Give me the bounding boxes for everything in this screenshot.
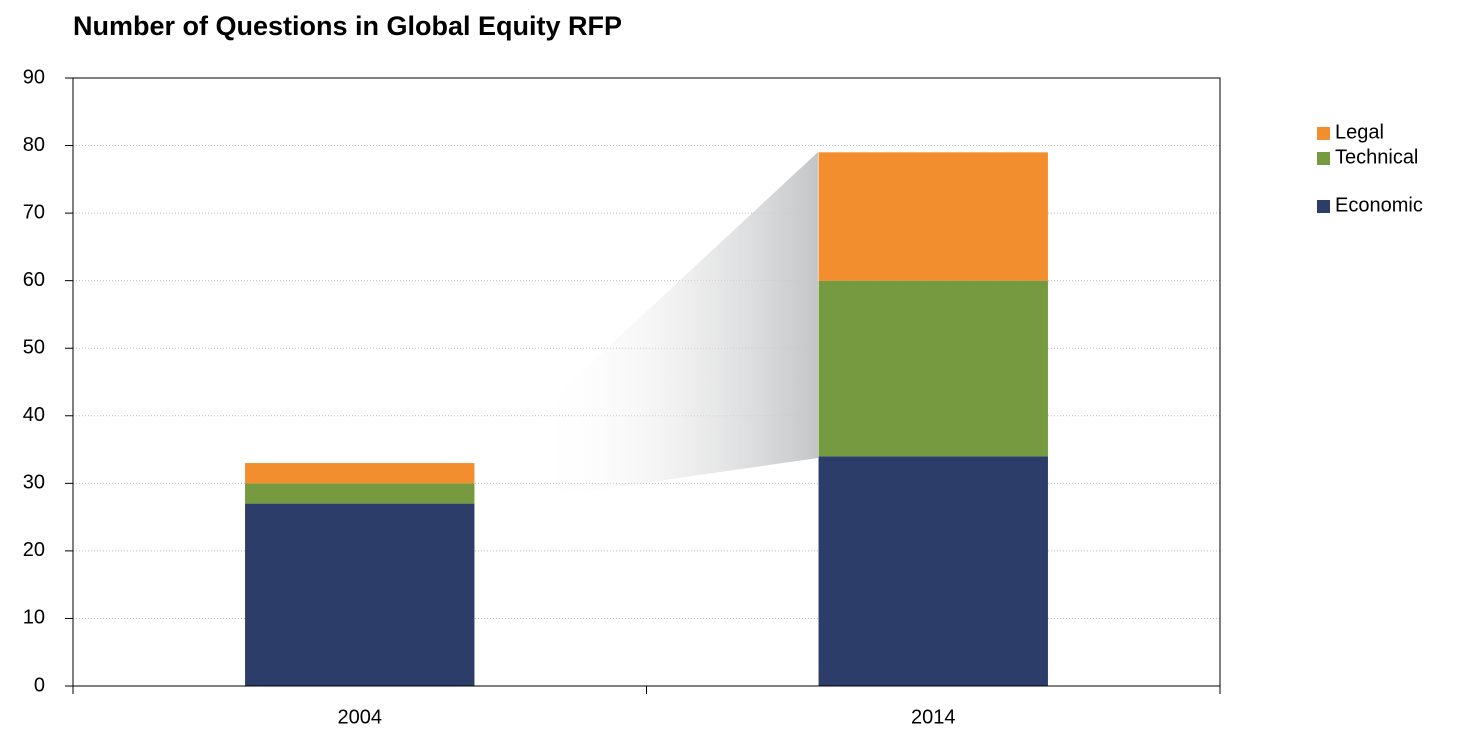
y-tick-label: 0 <box>34 674 45 696</box>
y-tick-label: 60 <box>23 269 45 291</box>
y-tick-label: 90 <box>23 66 45 88</box>
growth-shading <box>535 152 818 495</box>
y-tick-label: 80 <box>23 134 45 156</box>
bar-segment <box>245 483 475 504</box>
bar-segment <box>818 280 1048 457</box>
bar-segment <box>818 456 1048 686</box>
legend-label: Economic <box>1335 194 1423 216</box>
y-tick-label: 50 <box>23 337 45 359</box>
y-tick-label: 20 <box>23 539 45 561</box>
y-tick-label: 40 <box>23 404 45 426</box>
legend-swatch <box>1317 127 1330 140</box>
bars <box>245 152 1048 686</box>
chart-title: Number of Questions in Global Equity RFP <box>73 11 622 41</box>
legend-label: Legal <box>1335 121 1384 143</box>
y-tick-label: 10 <box>23 607 45 629</box>
bar-segment <box>818 152 1048 281</box>
legend-swatch <box>1317 152 1330 165</box>
y-tick-label: 70 <box>23 201 45 223</box>
bar-segment <box>245 503 475 686</box>
x-tick-label: 2014 <box>911 706 956 728</box>
x-tick-label: 2004 <box>338 706 383 728</box>
legend-label: Technical <box>1335 146 1418 168</box>
legend-swatch <box>1317 200 1330 213</box>
bar-segment <box>245 463 475 484</box>
y-tick-label: 30 <box>23 472 45 494</box>
